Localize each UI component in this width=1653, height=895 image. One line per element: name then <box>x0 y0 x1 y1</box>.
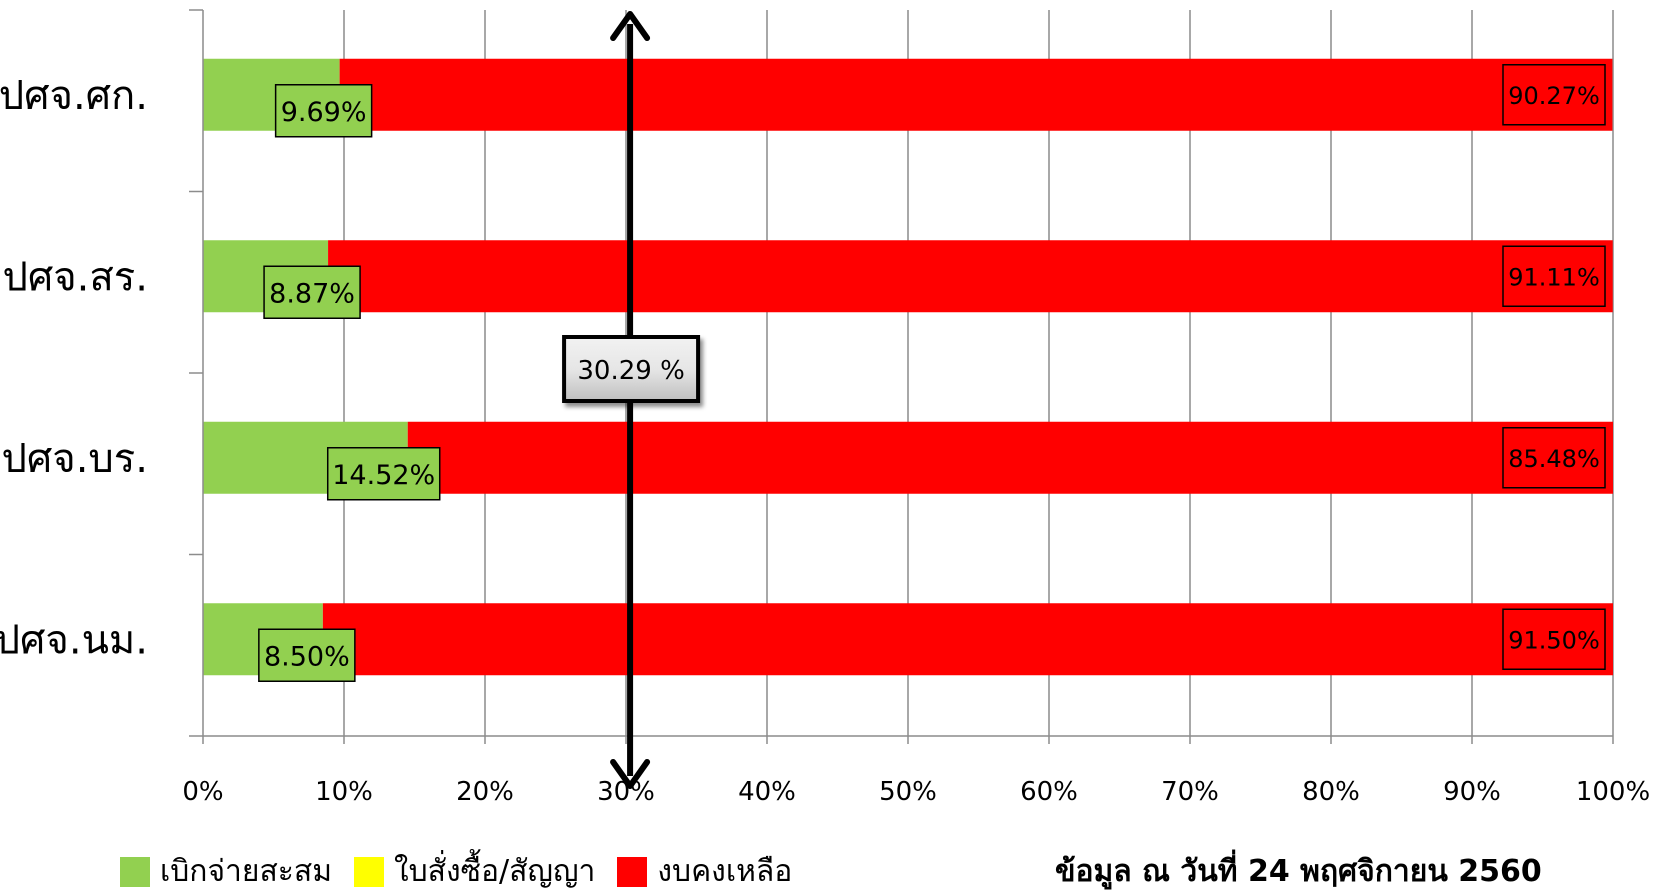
x-tick-label: 10% <box>315 777 373 807</box>
data-label: 91.11% <box>1508 263 1600 291</box>
legend: เบิกจ่ายสะสม ใบสั่งซื้อ/สัญญา งบคงเหลือ <box>120 848 814 895</box>
data-label: 85.48% <box>1508 445 1600 473</box>
annotation-arrowhead-down <box>610 759 651 789</box>
category-label: ปศจ.สร. <box>2 254 148 300</box>
legend-item-remaining: งบคงเหลือ <box>617 848 792 895</box>
x-tick-label: 80% <box>1302 777 1360 807</box>
data-label-box <box>1502 427 1606 489</box>
data-label-box <box>274 84 373 138</box>
legend-label-po-contract: ใบสั่งซื้อ/สัญญา <box>393 854 596 889</box>
data-label-box <box>258 628 356 682</box>
annotation-box <box>562 335 701 403</box>
data-label-box <box>326 447 441 501</box>
bar-segment <box>322 603 1614 676</box>
legend-label-disbursed: เบิกจ่ายสะสม <box>160 854 332 889</box>
bar-segment <box>407 421 1614 494</box>
legend-swatch-disbursed <box>120 856 150 887</box>
data-label: 91.50% <box>1508 626 1600 654</box>
legend-label-remaining: งบคงเหลือ <box>657 854 793 889</box>
annotation-arrowhead-up <box>610 11 651 41</box>
legend-item-disbursed: เบิกจ่ายสะสม <box>120 848 332 895</box>
data-label: 90.27% <box>1508 82 1600 110</box>
data-label: 14.52% <box>332 460 435 491</box>
data-label-box <box>1502 245 1606 307</box>
x-tick-label: 90% <box>1443 777 1501 807</box>
x-tick-label: 100% <box>1576 777 1650 807</box>
data-label: 8.87% <box>269 278 355 309</box>
data-label-box <box>1502 64 1606 126</box>
x-tick-label: 60% <box>1020 777 1078 807</box>
legend-swatch-po-contract <box>353 856 384 887</box>
category-label: ปศจ.ศก. <box>0 73 148 119</box>
x-tick-label: 50% <box>879 777 937 807</box>
category-label: ปศจ.บร. <box>1 436 148 482</box>
x-tick-label: 0% <box>182 777 223 807</box>
data-label-box <box>263 265 361 319</box>
x-tick-label: 20% <box>456 777 514 807</box>
data-label: 8.50% <box>264 641 350 672</box>
category-label: ปศจ.นม. <box>0 617 148 663</box>
x-tick-label: 70% <box>1161 777 1219 807</box>
bar-segment <box>328 240 1613 313</box>
data-label-box <box>1502 608 1606 670</box>
legend-item-po-contract: ใบสั่งซื้อ/สัญญา <box>353 848 596 895</box>
legend-swatch-remaining <box>617 856 648 887</box>
bar-segment <box>339 58 1613 131</box>
data-date-note: ข้อมูล ณ วันที่ 24 พฤศจิกายน 2560 <box>1055 854 1542 889</box>
annotation-label: 30.29 % <box>577 356 684 386</box>
x-tick-label: 40% <box>738 777 796 807</box>
data-label: 9.69% <box>281 97 367 128</box>
